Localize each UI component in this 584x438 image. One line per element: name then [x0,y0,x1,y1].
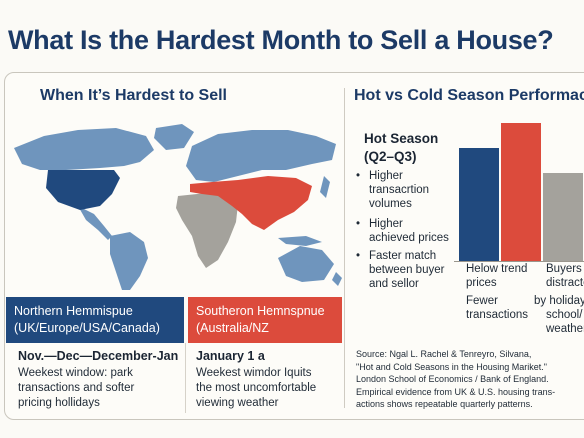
source-line: "Hot and Cold Seasons in the Housing Mar… [356,361,547,372]
map-africa [176,192,238,268]
bar-red [501,123,541,262]
chart-baseline [454,261,584,262]
bullet-dot-icon: • [356,218,361,230]
southern-hemisphere-title: Southeron Hemnspnue [196,304,325,318]
source-line: Source: Ngal L. Rachel & Tenreyro, Silva… [356,349,532,359]
world-map [14,124,342,290]
caption-right-line: weather [546,323,584,335]
bullet-line: volumes [369,198,412,210]
map-south-america [110,232,148,290]
right-heading: Hot vs Cold Season Performace [354,87,584,104]
bullet-dot-icon: • [356,170,361,182]
caption-left-line: transactions [466,309,529,321]
northern-note-line: pricing hollidays [18,397,100,409]
bullet-line: between buyer [369,264,445,276]
caption-left-line: Fewer [466,295,498,307]
map-indonesia [278,236,322,246]
northern-hemisphere-title: Northern Hemmispue [14,304,133,318]
source-line: Empirical evidence from UK & U.S. housin… [356,386,556,397]
hot-season-label: Hot Season [364,131,439,146]
northern-note-line: Weekest window: park [18,367,133,379]
section-divider [344,88,345,408]
bullet-line: and sellor [369,278,419,290]
hot-season-range: (Q2–Q3) [364,149,417,164]
column-divider [185,343,186,413]
map-greenland [154,124,194,150]
southern-note-line: viewing weather [196,397,279,409]
northern-note-line: transactions and softer [18,382,135,394]
source-line: actions shows repeatable quarterly patte… [356,399,533,409]
map-japan [320,176,330,198]
map-australia [278,246,334,282]
southern-hardest-months: January 1 a [196,349,265,363]
bullet-line: Faster match [369,250,437,262]
bullet-line: transacrtion [369,184,430,196]
caption-left-line: Helow trend [466,263,528,275]
bullet-line: achieved prices [369,232,449,244]
northern-hardest-months: Nov.—Dec—December-Jan [18,349,179,363]
bullet-line: Higher [369,218,403,230]
source-citation: Source: Ngal L. Rachel & Tenreyro, Silva… [356,348,555,411]
map-canada-alaska [14,128,154,170]
map-central-america [78,206,112,240]
map-europe-russia [186,130,336,182]
bullet-line: Higher [369,170,403,182]
caption-left-line: prices [466,277,497,289]
map-new-zealand [332,272,342,286]
bar-grey [543,173,583,262]
southern-note-line: the most uncomfortable [196,382,317,394]
caption-right-line: distracted [546,277,584,289]
southern-hemisphere-regions: (Australia/NZ [196,321,269,335]
caption-right-line: school/ [546,309,583,321]
hot-season-title: Hot Season (Q2–Q3) [364,130,438,166]
page-title: What Is the Hardest Month to Sell a Hous… [8,25,554,55]
southern-hemisphere-banner: Southeron Hemnspnue (Australia/NZ [188,297,342,343]
bar-navy [459,148,499,262]
season-bar-chart [459,123,583,262]
northern-hemisphere-regions: (UK/Europe/USA/Canada) [14,321,160,335]
southern-note-line: Weekest wimdor Iquits [196,367,312,379]
caption-right-line: Buyers [546,263,582,275]
bullet-dot-icon: • [356,250,361,262]
left-heading: When It’s Hardest to Sell [40,87,227,104]
map-hot-region [190,176,312,230]
source-line: London School of Economics / Bank of Eng… [356,374,549,384]
map-usa [46,170,120,210]
northern-hemisphere-banner: Northern Hemmispue (UK/Europe/USA/Canada… [6,297,184,343]
